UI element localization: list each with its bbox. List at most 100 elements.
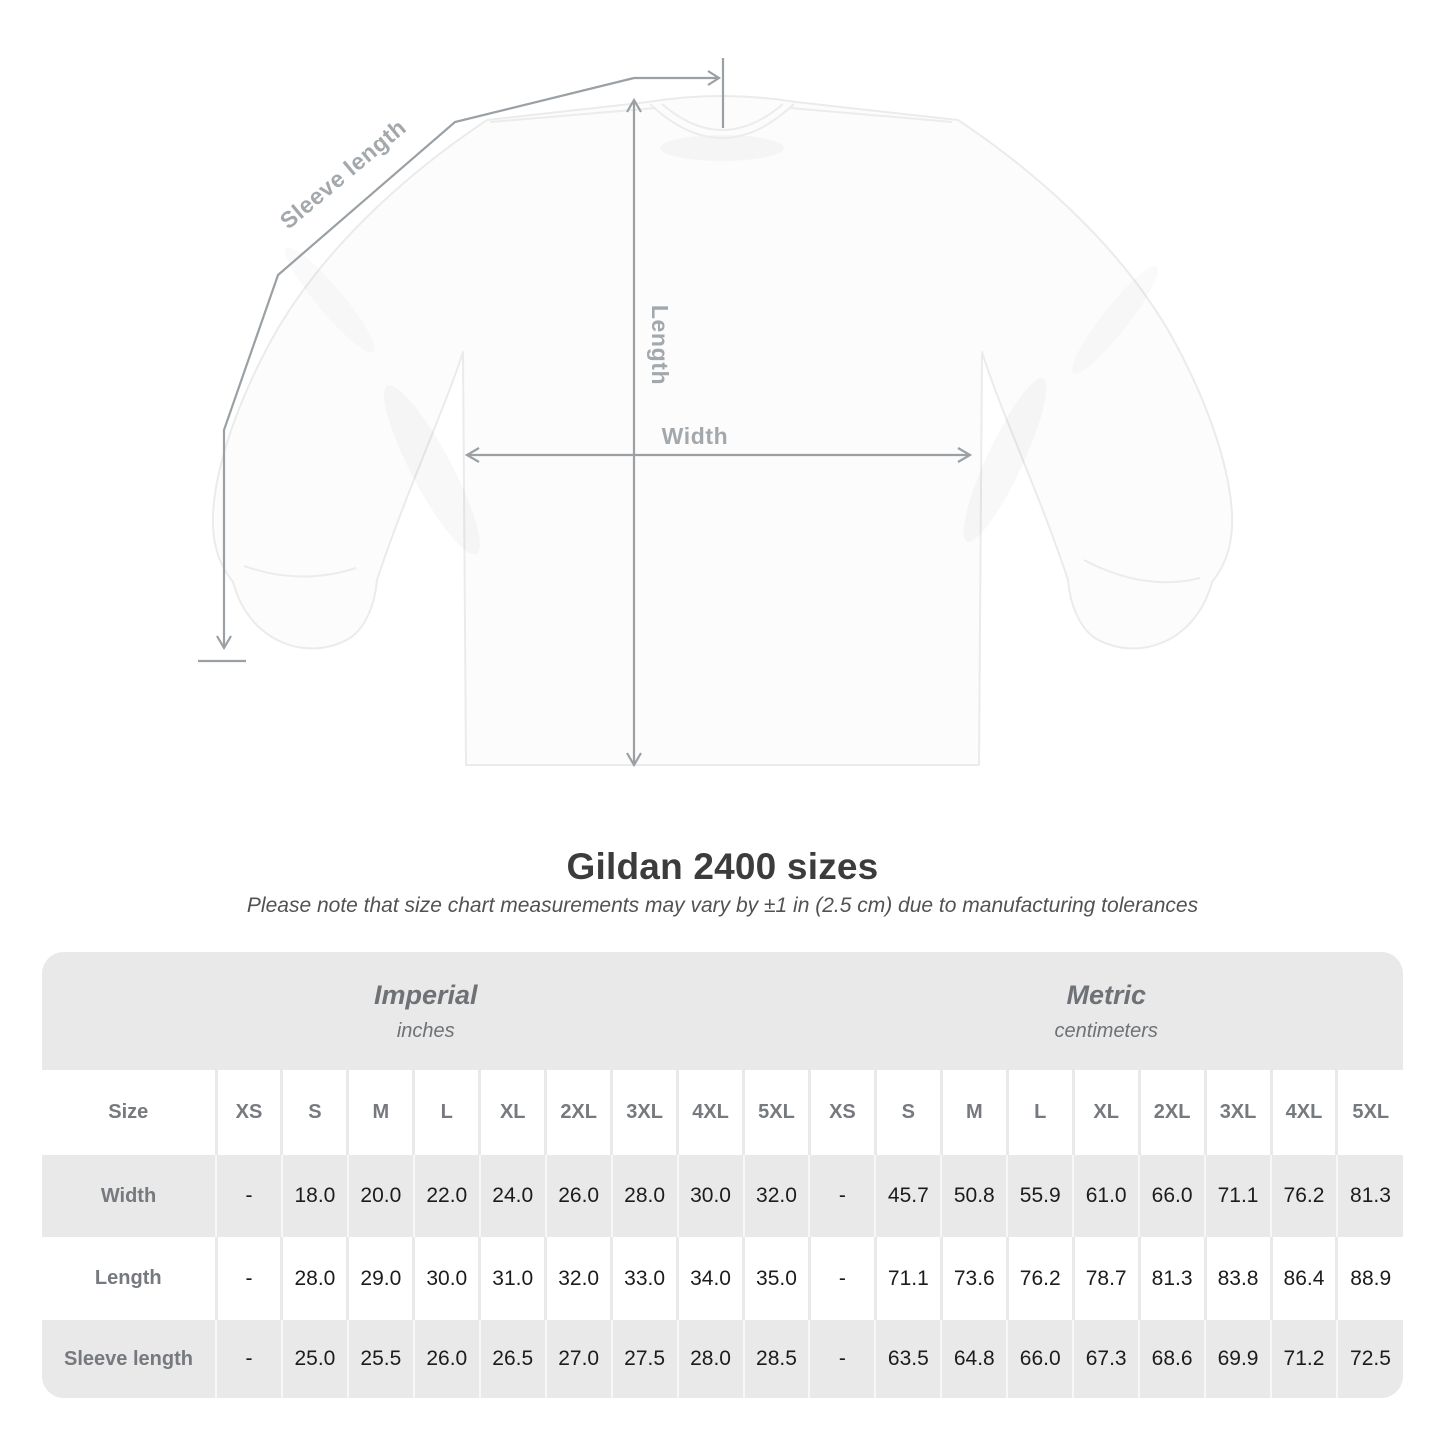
sleeve-length-arrow bbox=[198, 58, 725, 663]
table-cell: 27.5 bbox=[610, 1320, 678, 1398]
metric-group-title: Metric bbox=[1066, 979, 1146, 1010]
table-cell: 32.0 bbox=[742, 1155, 810, 1237]
table-cell: 78.7 bbox=[1071, 1237, 1140, 1320]
table-cell: 71.1 bbox=[1204, 1155, 1271, 1237]
table-cell: 28.0 bbox=[280, 1237, 348, 1320]
table-cell: 28.5 bbox=[742, 1320, 810, 1398]
imperial-group-title: Imperial bbox=[373, 979, 478, 1010]
length-arrow bbox=[626, 97, 642, 768]
table-cell: 25.5 bbox=[346, 1320, 414, 1398]
table-cell: 81.3 bbox=[1335, 1155, 1403, 1237]
size-header: XL bbox=[1071, 1070, 1140, 1155]
size-header: M bbox=[346, 1070, 414, 1155]
table-cell: 29.0 bbox=[346, 1237, 414, 1320]
table-cell: 72.5 bbox=[1335, 1320, 1403, 1398]
table-cell: - bbox=[807, 1237, 876, 1320]
cuff-seam-right bbox=[1083, 559, 1201, 584]
size-corner-header: Size bbox=[42, 1070, 216, 1155]
table-cell: 45.7 bbox=[874, 1155, 942, 1237]
table-cell: 26.0 bbox=[412, 1320, 480, 1398]
size-header: 4XL bbox=[676, 1070, 744, 1155]
size-header: 3XL bbox=[1203, 1070, 1271, 1155]
table-cell: 76.2 bbox=[1005, 1237, 1074, 1320]
table-cell: 28.0 bbox=[610, 1155, 678, 1237]
table-cell: 55.9 bbox=[1006, 1155, 1074, 1237]
size-header: XS bbox=[807, 1070, 876, 1155]
table-cell: 30.0 bbox=[412, 1237, 480, 1320]
shirt-measurement-diagram: Sleeve length Length Width bbox=[198, 58, 1234, 768]
metric-group-unit: centimeters bbox=[1054, 1019, 1158, 1042]
size-header: 5XL bbox=[742, 1070, 810, 1155]
collar-inner-seam bbox=[661, 103, 784, 131]
size-header: S bbox=[873, 1070, 942, 1155]
size-header-row: Size XS S M L XL 2XL 3XL 4XL 5XL XS S M … bbox=[42, 1070, 1403, 1155]
table-cell: 61.0 bbox=[1072, 1155, 1140, 1237]
tolerance-note: Please note that size chart measurements… bbox=[246, 894, 1199, 917]
table-cell: 88.9 bbox=[1335, 1237, 1403, 1320]
table-cell: - bbox=[808, 1155, 876, 1237]
length-label: Length bbox=[647, 305, 673, 385]
table-cell: 25.0 bbox=[280, 1320, 348, 1398]
size-header: 2XL bbox=[544, 1070, 612, 1155]
table-cell: 27.0 bbox=[544, 1320, 612, 1398]
row-label-width: Width bbox=[42, 1155, 216, 1237]
size-table-card: Imperial inches Metric centimeters Size … bbox=[42, 952, 1403, 1398]
size-header: 4XL bbox=[1269, 1070, 1337, 1155]
table-cell: 18.0 bbox=[280, 1155, 348, 1237]
table-cell: 22.0 bbox=[412, 1155, 480, 1237]
size-table: Imperial inches Metric centimeters Size … bbox=[42, 952, 1403, 1398]
table-cell: 63.5 bbox=[874, 1320, 942, 1398]
table-cell: 50.8 bbox=[940, 1155, 1008, 1237]
table-cell: 76.2 bbox=[1270, 1155, 1337, 1237]
size-header: 5XL bbox=[1335, 1070, 1403, 1155]
imperial-group-unit: inches bbox=[396, 1019, 455, 1042]
shirt-illustration bbox=[211, 95, 1234, 766]
table-cell: 67.3 bbox=[1072, 1320, 1140, 1398]
size-header: L bbox=[1005, 1070, 1074, 1155]
table-cell: 30.0 bbox=[676, 1155, 744, 1237]
table-cell: 26.5 bbox=[478, 1320, 546, 1398]
table-cell: 71.1 bbox=[873, 1237, 942, 1320]
size-header: M bbox=[939, 1070, 1008, 1155]
table-cell: 32.0 bbox=[544, 1237, 612, 1320]
table-cell: 68.6 bbox=[1138, 1320, 1206, 1398]
table-cell: 66.0 bbox=[1006, 1320, 1074, 1398]
metric-group-header: Metric centimeters bbox=[809, 952, 1403, 1070]
table-cell: - bbox=[215, 1155, 282, 1237]
table-cell: 86.4 bbox=[1269, 1237, 1337, 1320]
table-cell: 64.8 bbox=[940, 1320, 1008, 1398]
size-header: 2XL bbox=[1137, 1070, 1206, 1155]
table-cell: 20.0 bbox=[346, 1155, 414, 1237]
table-cell: - bbox=[214, 1237, 282, 1320]
table-cell: 81.3 bbox=[1137, 1237, 1206, 1320]
width-label: Width bbox=[662, 423, 729, 449]
size-header: XL bbox=[478, 1070, 546, 1155]
table-cell: 31.0 bbox=[478, 1237, 546, 1320]
table-row-sleeve-length: Sleeve length - 25.0 25.5 26.0 26.5 27.0… bbox=[42, 1320, 1403, 1398]
table-cell: 33.0 bbox=[610, 1237, 678, 1320]
shoulder-seam-right bbox=[789, 107, 953, 123]
table-cell: 71.2 bbox=[1270, 1320, 1337, 1398]
width-arrow bbox=[464, 447, 973, 463]
size-header: 3XL bbox=[610, 1070, 678, 1155]
table-cell: 28.0 bbox=[676, 1320, 744, 1398]
imperial-group-header: Imperial inches bbox=[42, 952, 810, 1070]
unit-group-row: Imperial inches Metric centimeters bbox=[42, 952, 1403, 1070]
table-cell: 73.6 bbox=[939, 1237, 1008, 1320]
table-cell: - bbox=[808, 1320, 876, 1398]
size-header: S bbox=[280, 1070, 348, 1155]
cuff-seam-left bbox=[243, 565, 357, 578]
table-cell: 69.9 bbox=[1204, 1320, 1271, 1398]
table-cell: 34.0 bbox=[676, 1237, 744, 1320]
row-label-length: Length bbox=[42, 1237, 216, 1320]
table-cell: 66.0 bbox=[1138, 1155, 1206, 1237]
table-cell: 24.0 bbox=[478, 1155, 546, 1237]
table-row-width: Width - 18.0 20.0 22.0 24.0 26.0 28.0 30… bbox=[42, 1155, 1403, 1237]
table-cell: - bbox=[215, 1320, 282, 1398]
table-row-length: Length - 28.0 29.0 30.0 31.0 32.0 33.0 3… bbox=[42, 1237, 1403, 1320]
page-title: Gildan 2400 sizes bbox=[566, 846, 879, 887]
table-cell: 35.0 bbox=[742, 1237, 810, 1320]
size-header: L bbox=[412, 1070, 480, 1155]
size-header: XS bbox=[214, 1070, 282, 1155]
